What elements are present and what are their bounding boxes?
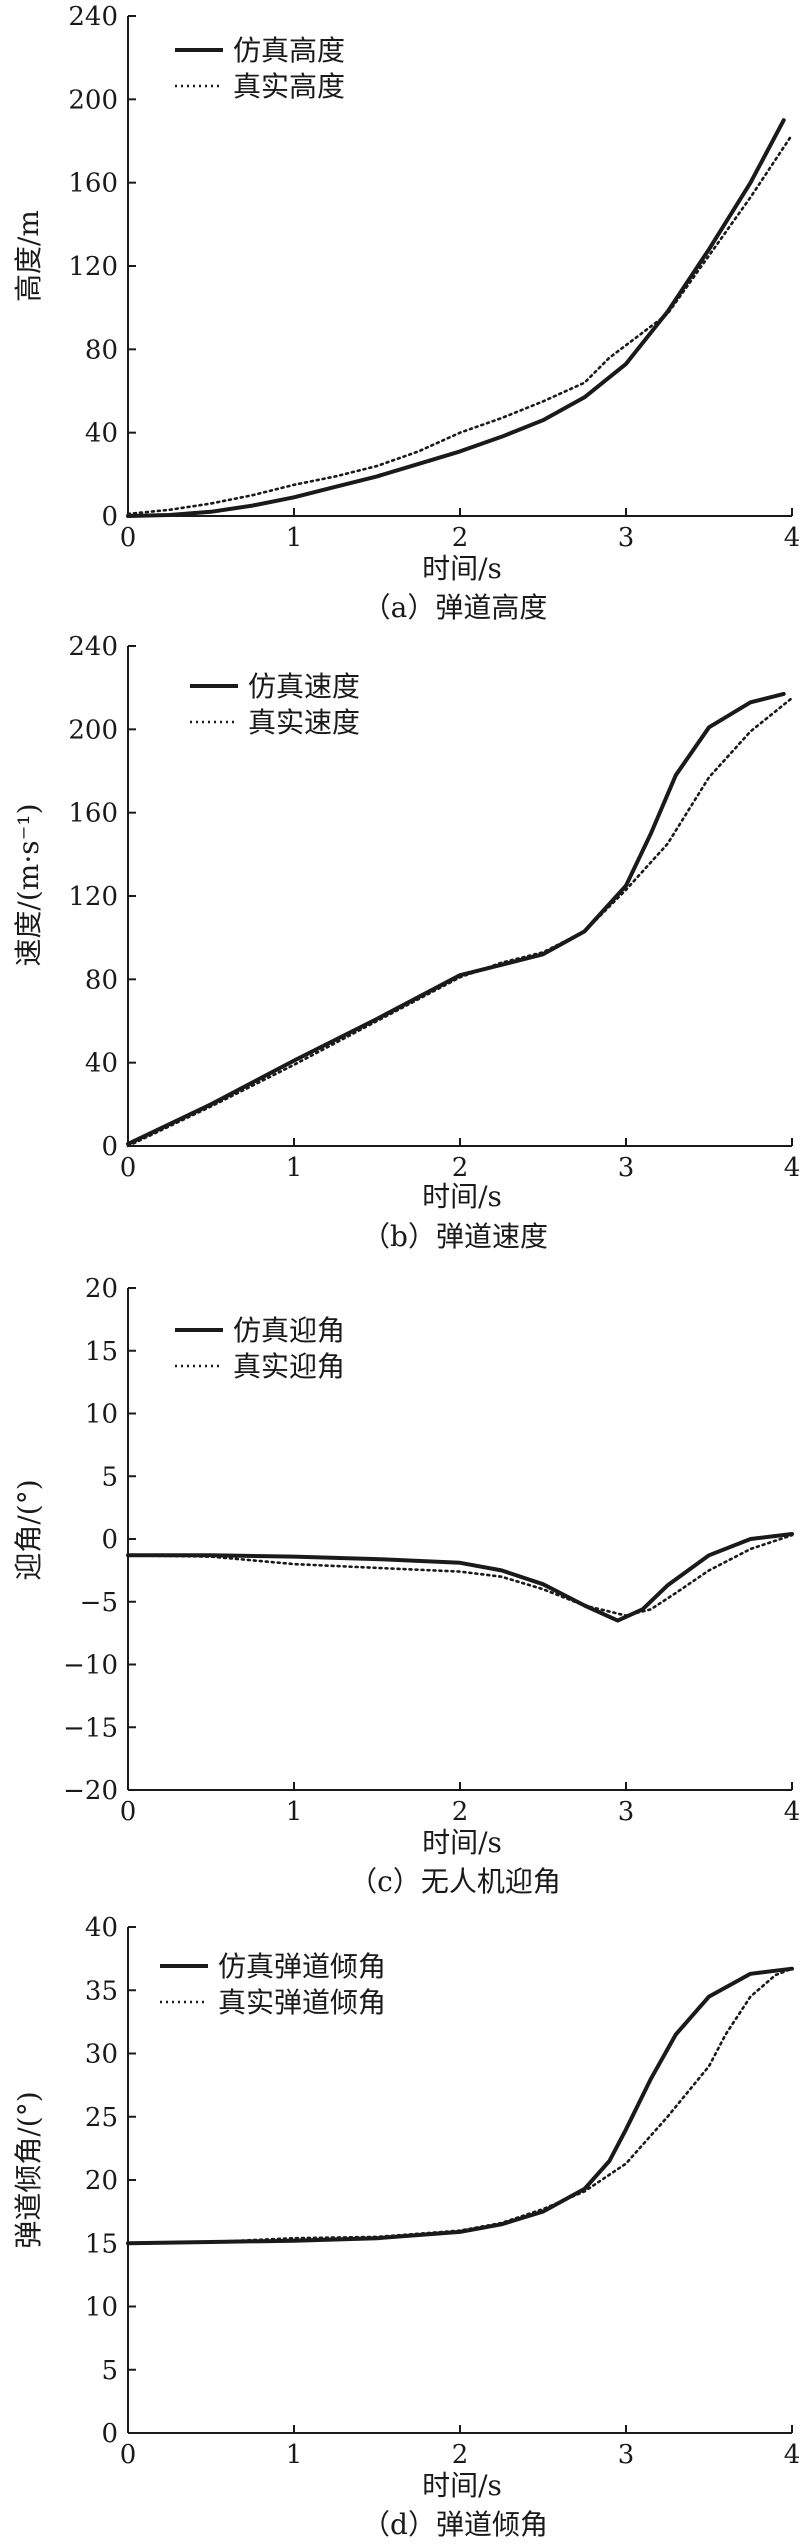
panel-d-y-tick-label: 5 (101, 2356, 118, 2386)
panel-a-y-tick-label: 0 (101, 502, 118, 532)
panel-d-x-tick-label: 4 (784, 2440, 801, 2470)
panel-d-x-tick-label: 3 (618, 2440, 635, 2470)
panel-c-y-tick-label: −10 (63, 1651, 118, 1681)
panel-d-y-tick-label: 40 (85, 1913, 118, 1943)
panel-a-xlabel: 时间/s (422, 552, 502, 585)
panel-a-y-tick-label: 40 (85, 419, 118, 449)
panel-c-x-tick-label: 0 (120, 1797, 137, 1827)
panel-b-x-tick-label: 3 (618, 1153, 635, 1183)
panel-b-y-tick-label: 160 (68, 799, 118, 829)
panel-d-legend-label: 真实弹道倾角 (218, 1986, 386, 2019)
panel-d-y-tick-label: 20 (85, 2166, 118, 2196)
panel-b-x-tick-label: 4 (784, 1153, 801, 1183)
panel-d-y-tick-label: 25 (85, 2103, 118, 2133)
panel-a-x-tick-label: 1 (286, 523, 303, 553)
panel-a-legend-label: 仿真高度 (233, 34, 345, 67)
panel-a-series-measured-line (126, 133, 794, 516)
panel-b-y-tick-label: 80 (85, 965, 118, 995)
panel-b-legend-label: 仿真速度 (248, 670, 360, 703)
panel-b-y-tick-label: 120 (68, 882, 118, 912)
panel-b-y-tick-label: 200 (68, 715, 118, 745)
panel-d-x-tick-label: 2 (452, 2440, 469, 2470)
panel-a-series-simulated-line (126, 118, 786, 518)
panel-c-x-tick-label: 2 (452, 1797, 469, 1827)
panel-b-x-tick-label: 2 (452, 1153, 469, 1183)
panel-c-y-tick-label: 5 (101, 1462, 118, 1492)
panel-a-y-tick-label: 240 (68, 2, 118, 32)
panel-a-x-tick-label: 4 (784, 523, 801, 553)
panel-d-x-tick-label: 0 (120, 2440, 137, 2470)
panel-c-y-tick-label: −15 (63, 1713, 118, 1743)
panel-a-ylabel: 高度/m (12, 210, 45, 302)
panel-c-xlabel: 时间/s (422, 1826, 502, 1859)
panel-c-legend-label: 仿真迎角 (233, 1314, 345, 1347)
panel-c-y-tick-label: 20 (85, 1274, 118, 1304)
panel-d-x-tick-label: 1 (286, 2440, 303, 2470)
panel-d-ylabel: 弹道倾角/(°) (12, 2091, 45, 2248)
panel-b-legend-label: 真实速度 (248, 706, 360, 739)
panel-a-x-tick-label: 3 (618, 523, 635, 553)
panel-c-x-tick-label: 1 (286, 1797, 303, 1827)
panel-a-caption: （a）弹道高度 (363, 591, 548, 624)
panel-b-y-tick-label: 40 (85, 1049, 118, 1079)
panel-a-y-tick-label: 80 (85, 335, 118, 365)
panel-d-y-tick-label: 15 (85, 2229, 118, 2259)
panel-d-legend-label: 仿真弹道倾角 (218, 1950, 386, 1983)
panel-b-xlabel: 时间/s (422, 1180, 502, 1213)
panel-b-caption: （b）弹道速度 (362, 1220, 548, 1253)
panel-c-x-tick-label: 4 (784, 1797, 801, 1827)
panel-d-series-simulated-line (126, 1966, 794, 2246)
panel-d-y-tick-label: 10 (85, 2293, 118, 2323)
panel-c-y-tick-label: 0 (101, 1525, 118, 1555)
panel-d-xlabel: 时间/s (422, 2469, 502, 2502)
panel-a-x-tick-label: 0 (120, 523, 137, 553)
panel-c-series-measured-line (126, 1533, 794, 1617)
panel-d-y-tick-label: 35 (85, 1976, 118, 2006)
panel-b-x-tick-label: 0 (120, 1153, 137, 1183)
panel-a-y-tick-label: 200 (68, 85, 118, 115)
panel-c-y-tick-label: 10 (85, 1400, 118, 1430)
panel-c-series-simulated-line (126, 1532, 794, 1623)
panel-a-x-tick-label: 2 (452, 523, 469, 553)
panel-d-caption: （d）弹道倾角 (362, 2508, 548, 2541)
panel-b-y-tick-label: 240 (68, 632, 118, 662)
panel-d-y-tick-label: 30 (85, 2040, 118, 2070)
panel-b-y-tick-label: 0 (101, 1132, 118, 1162)
panel-c-y-tick-label: −20 (63, 1776, 118, 1806)
panel-a-y-tick-label: 120 (68, 252, 118, 282)
panel-c-y-tick-label: 15 (85, 1337, 118, 1367)
panel-c-legend-label: 真实迎角 (233, 1350, 345, 1383)
panel-c-y-tick-label: −5 (80, 1588, 118, 1618)
panel-d-series-measured-line (126, 1967, 794, 2245)
panel-a-y-tick-label: 160 (68, 169, 118, 199)
panel-a-legend-label: 真实高度 (233, 70, 345, 103)
panel-d-y-tick-label: 0 (101, 2419, 118, 2449)
panel-c-caption: （c）无人机迎角 (349, 1865, 561, 1898)
panel-b-ylabel: 速度/(m·s⁻¹) (12, 803, 45, 966)
panel-b-series-measured-line (126, 696, 794, 1148)
panel-c-x-tick-label: 3 (618, 1797, 635, 1827)
panel-b-x-tick-label: 1 (286, 1153, 303, 1183)
panel-c-ylabel: 迎角/(°) (12, 1479, 45, 1580)
